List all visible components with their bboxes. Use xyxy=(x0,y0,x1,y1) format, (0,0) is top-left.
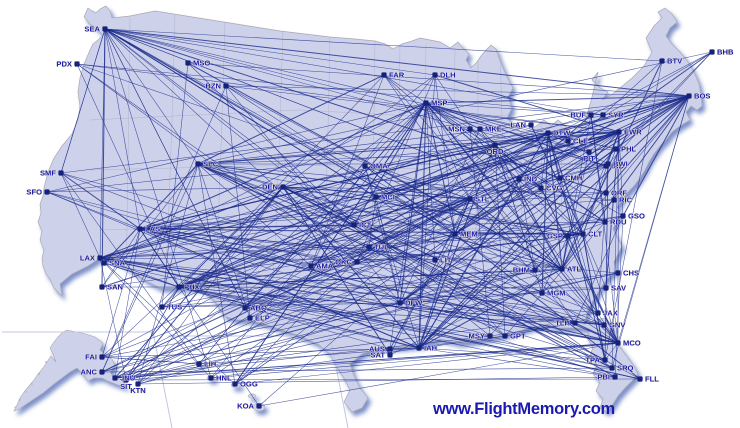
svg-text:LAS: LAS xyxy=(145,225,160,234)
svg-text:JAX: JAX xyxy=(603,309,618,318)
svg-text:MKE: MKE xyxy=(485,125,502,134)
svg-text:KOA: KOA xyxy=(237,402,254,411)
svg-text:MSP: MSP xyxy=(431,99,447,108)
svg-text:STL: STL xyxy=(475,195,490,204)
svg-text:TLH: TLH xyxy=(555,319,570,328)
svg-text:PBI: PBI xyxy=(597,373,610,382)
svg-text:DTW: DTW xyxy=(553,129,571,138)
svg-text:PIT: PIT xyxy=(583,154,595,163)
svg-text:SEA: SEA xyxy=(84,25,100,34)
svg-text:HNL: HNL xyxy=(216,374,232,383)
svg-text:BWI: BWI xyxy=(613,160,628,169)
svg-text:BHB: BHB xyxy=(717,48,734,57)
svg-text:PHX: PHX xyxy=(184,283,200,292)
svg-text:MCO: MCO xyxy=(623,339,641,348)
svg-text:MGM: MGM xyxy=(547,289,566,298)
svg-text:GSP: GSP xyxy=(547,232,563,241)
svg-text:FLL: FLL xyxy=(645,375,659,384)
svg-text:MSY: MSY xyxy=(469,332,485,341)
svg-text:PDX: PDX xyxy=(56,60,72,69)
svg-text:ICT: ICT xyxy=(359,221,372,230)
svg-text:OKC: OKC xyxy=(335,258,352,267)
svg-text:IAH: IAH xyxy=(424,344,437,353)
svg-text:SAV: SAV xyxy=(611,284,627,293)
svg-text:SFO: SFO xyxy=(26,188,42,197)
svg-text:ABQ: ABQ xyxy=(250,304,267,313)
svg-text:CMH: CMH xyxy=(565,174,582,183)
svg-text:LAX: LAX xyxy=(80,254,95,263)
svg-text:PHL: PHL xyxy=(621,145,637,154)
svg-text:TPA: TPA xyxy=(585,356,600,365)
svg-text:LAN: LAN xyxy=(510,121,526,130)
svg-text:SYR: SYR xyxy=(608,111,624,120)
svg-text:SAT: SAT xyxy=(370,351,385,360)
svg-text:SAN: SAN xyxy=(107,283,123,292)
svg-text:www.FlightMemory.com: www.FlightMemory.com xyxy=(432,400,615,418)
svg-text:RIC: RIC xyxy=(619,196,633,205)
svg-text:ATL: ATL xyxy=(567,265,582,274)
svg-text:MCI: MCI xyxy=(381,193,395,202)
svg-text:MSN: MSN xyxy=(448,125,465,134)
svg-text:BOS: BOS xyxy=(694,92,710,101)
svg-text:GNV: GNV xyxy=(609,321,626,330)
svg-text:GPT: GPT xyxy=(510,332,526,341)
svg-text:TUL: TUL xyxy=(374,243,389,252)
svg-text:OGG: OGG xyxy=(240,380,258,389)
svg-text:DEN: DEN xyxy=(262,183,278,192)
svg-text:TUS: TUS xyxy=(167,303,182,312)
svg-text:ELP: ELP xyxy=(255,314,270,323)
svg-text:BZN: BZN xyxy=(205,82,221,91)
svg-text:MSO: MSO xyxy=(193,59,210,68)
svg-text:DLH: DLH xyxy=(440,71,456,80)
svg-text:DFW: DFW xyxy=(405,299,423,308)
svg-text:SMF: SMF xyxy=(40,169,56,178)
svg-text:CVG: CVG xyxy=(546,184,563,193)
svg-text:LIT: LIT xyxy=(440,256,452,265)
svg-text:IND: IND xyxy=(524,175,538,184)
svg-text:OMA: OMA xyxy=(370,162,388,171)
svg-text:GSO: GSO xyxy=(628,212,645,221)
svg-text:MEM: MEM xyxy=(460,230,478,239)
svg-text:ORD: ORD xyxy=(487,147,504,156)
svg-text:SLC: SLC xyxy=(203,160,219,169)
svg-text:RDU: RDU xyxy=(610,218,627,227)
svg-text:BTV: BTV xyxy=(667,57,683,66)
svg-text:FAI: FAI xyxy=(85,353,97,362)
svg-text:BHM: BHM xyxy=(513,266,530,275)
svg-text:CLE: CLE xyxy=(573,137,588,146)
svg-text:SRQ: SRQ xyxy=(617,364,634,373)
svg-text:AMA: AMA xyxy=(316,262,334,271)
svg-text:KTN: KTN xyxy=(130,386,146,395)
svg-text:FAR: FAR xyxy=(389,71,405,80)
svg-text:ANC: ANC xyxy=(81,368,98,377)
svg-text:EWR: EWR xyxy=(624,128,642,137)
svg-text:CLT: CLT xyxy=(588,230,603,239)
svg-text:BUF: BUF xyxy=(570,111,586,120)
svg-text:SNA: SNA xyxy=(109,259,126,268)
svg-text:LIH: LIH xyxy=(204,360,216,369)
svg-text:CHS: CHS xyxy=(623,269,639,278)
